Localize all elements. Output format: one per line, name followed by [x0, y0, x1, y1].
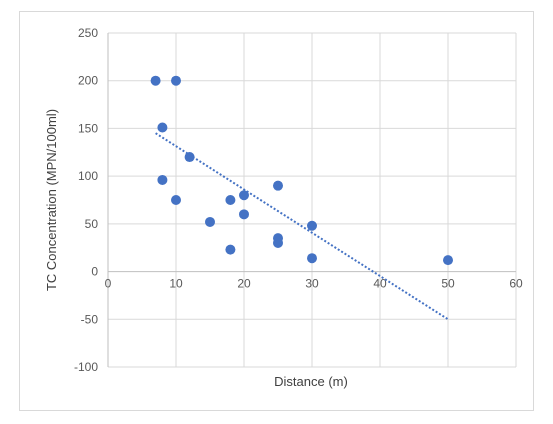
data-point [171, 195, 181, 205]
y-tick-label: 200 [78, 74, 98, 88]
x-axis-title: Distance (m) [274, 374, 348, 389]
x-tick-label: 40 [373, 277, 387, 291]
y-axis-title: TC Concentration (MPN/100ml) [44, 109, 59, 291]
data-point [239, 209, 249, 220]
x-tick-label: 60 [509, 277, 523, 291]
y-tick-label: 0 [91, 265, 98, 279]
y-tick-label: 100 [78, 169, 98, 183]
x-tick-label: 50 [441, 277, 455, 291]
data-point [273, 237, 283, 248]
data-point [150, 75, 161, 86]
data-point [239, 190, 249, 201]
y-tick-label: 250 [78, 26, 98, 40]
data-point [273, 180, 283, 191]
trendline [155, 132, 449, 321]
y-tick-label: -50 [81, 312, 99, 326]
trendline-group [155, 132, 449, 321]
data-point [225, 195, 236, 205]
data-point [225, 244, 236, 255]
data-point [157, 174, 168, 185]
data-point [157, 122, 168, 133]
x-tick-label: 0 [105, 277, 112, 291]
data-point [307, 220, 317, 231]
x-tick-labels: 0 10 20 30 40 50 60 [105, 277, 523, 291]
x-tick-label: 10 [169, 277, 183, 291]
data-point [184, 152, 195, 163]
data-point [307, 253, 317, 264]
x-tick-label: 20 [237, 277, 251, 291]
y-tick-label: 150 [78, 121, 98, 135]
data-points [150, 75, 453, 266]
gridlines [107, 32, 517, 368]
y-tick-label: -100 [74, 360, 98, 374]
y-tick-labels: -100 -50 0 50 100 150 200 250 [74, 26, 98, 374]
data-point [205, 216, 215, 227]
x-tick-label: 30 [305, 277, 319, 291]
data-point [171, 75, 181, 86]
y-tick-label: 50 [85, 217, 99, 231]
data-point [443, 255, 453, 266]
